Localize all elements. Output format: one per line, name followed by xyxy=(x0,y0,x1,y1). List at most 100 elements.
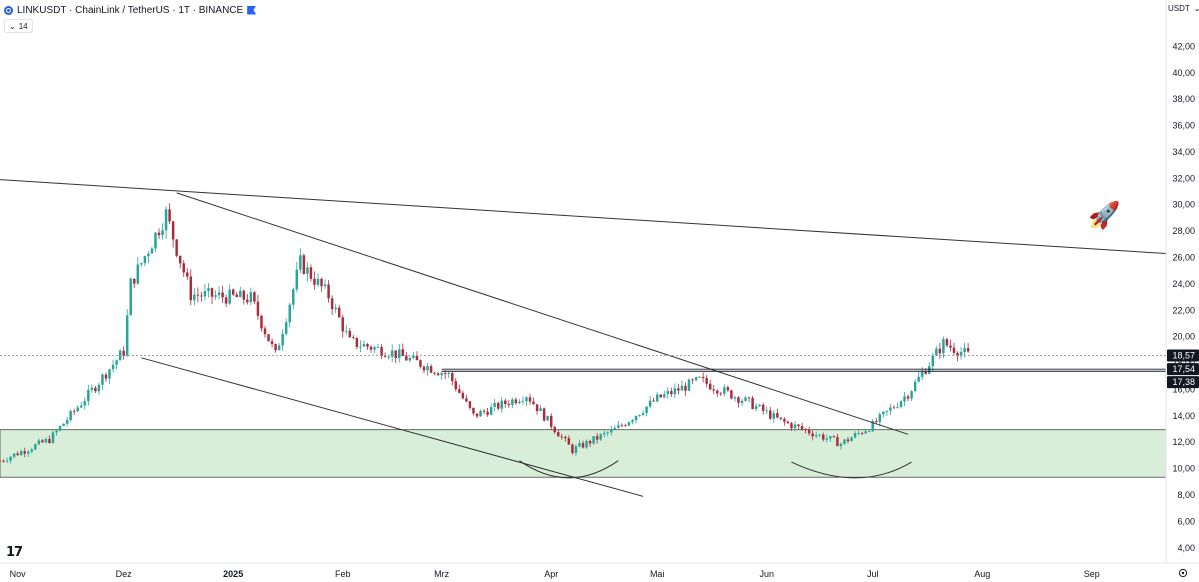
candle xyxy=(270,338,274,348)
candle xyxy=(648,395,652,409)
candle xyxy=(355,337,359,350)
candle xyxy=(959,346,963,360)
candle xyxy=(292,287,295,310)
candle xyxy=(482,408,486,415)
candle xyxy=(585,439,588,449)
candle xyxy=(125,309,129,357)
candle xyxy=(468,400,472,411)
x-tick-label: Aug xyxy=(974,569,990,579)
candle xyxy=(846,436,850,444)
candle xyxy=(867,430,871,433)
candle xyxy=(620,423,624,428)
candle xyxy=(164,206,168,239)
candle xyxy=(348,327,352,338)
gear-icon[interactable] xyxy=(1178,568,1188,578)
candle xyxy=(323,279,327,289)
candle xyxy=(369,345,373,353)
candle xyxy=(30,447,34,454)
candle xyxy=(504,398,507,408)
candle xyxy=(242,289,246,305)
svg-text:18,57: 18,57 xyxy=(1172,351,1195,361)
candle xyxy=(659,394,662,398)
candle xyxy=(673,383,677,398)
candle xyxy=(595,432,599,444)
candle xyxy=(557,430,560,437)
y-tick-label: 12,00 xyxy=(1172,437,1195,447)
candle xyxy=(390,344,394,363)
x-tick-label: Jun xyxy=(759,569,774,579)
candle xyxy=(899,400,903,409)
candle xyxy=(401,343,405,356)
currency-selector[interactable]: USDT ⌄ xyxy=(1168,4,1199,13)
candle xyxy=(493,398,496,412)
symbol-header[interactable]: LINKUSDT · ChainLink / TetherUS · 1T · B… xyxy=(4,3,257,17)
candle xyxy=(175,238,178,258)
candle xyxy=(549,413,553,430)
candle xyxy=(599,433,602,441)
x-tick-label: Mai xyxy=(650,569,665,579)
candle xyxy=(359,340,362,353)
x-tick-label: Dez xyxy=(116,569,133,579)
y-tick-label: 10,00 xyxy=(1172,464,1195,474)
candle xyxy=(677,383,680,395)
candle xyxy=(193,287,196,306)
candle xyxy=(882,411,885,418)
candle xyxy=(663,390,666,399)
candle xyxy=(217,286,221,300)
y-tick-label: 42,00 xyxy=(1172,41,1195,51)
candle xyxy=(94,386,97,394)
candle xyxy=(157,228,161,240)
candle xyxy=(440,371,443,380)
candle xyxy=(405,352,408,361)
y-tick-label: 24,00 xyxy=(1172,279,1195,289)
tradingview-logo-icon[interactable]: 17 xyxy=(6,545,23,560)
candle xyxy=(670,387,673,398)
candle xyxy=(694,376,698,382)
candle xyxy=(210,287,214,305)
candle xyxy=(41,439,44,443)
candle xyxy=(917,371,920,383)
candle xyxy=(864,428,867,435)
candle xyxy=(542,407,546,422)
candle xyxy=(631,418,634,425)
candle xyxy=(129,277,132,316)
candle xyxy=(836,433,839,447)
candle xyxy=(966,343,970,353)
candle xyxy=(822,432,825,442)
candle xyxy=(942,336,945,359)
candle xyxy=(376,343,380,348)
candle xyxy=(769,406,772,420)
candle xyxy=(804,428,807,434)
candle xyxy=(793,421,797,432)
x-tick-label: Apr xyxy=(544,569,558,579)
candle xyxy=(171,220,175,248)
candle xyxy=(475,413,479,419)
candle xyxy=(645,406,648,416)
candle xyxy=(740,398,744,407)
candle xyxy=(87,385,90,406)
candle xyxy=(853,431,857,439)
candle xyxy=(737,396,740,408)
y-tick-label: 40,00 xyxy=(1172,68,1195,78)
symbol-title[interactable]: LINKUSDT · ChainLink / TetherUS · 1T · B… xyxy=(17,4,244,16)
candle xyxy=(429,364,433,374)
indicator-collapse-button[interactable]: ⌄ 14 xyxy=(4,19,33,33)
candle xyxy=(299,248,302,274)
candle xyxy=(698,376,701,378)
candle xyxy=(352,334,355,340)
candle xyxy=(790,421,793,432)
candle xyxy=(560,433,564,440)
y-tick-label: 32,00 xyxy=(1172,173,1195,183)
candle xyxy=(214,290,217,300)
y-tick-label: 6,00 xyxy=(1177,516,1195,526)
candle xyxy=(408,355,412,363)
flag-icon[interactable] xyxy=(247,5,257,15)
candle xyxy=(726,385,730,392)
candle xyxy=(875,417,878,424)
candle xyxy=(952,342,956,356)
candle xyxy=(168,203,171,224)
candle xyxy=(511,397,514,409)
candle xyxy=(451,371,454,386)
candle xyxy=(133,278,136,288)
